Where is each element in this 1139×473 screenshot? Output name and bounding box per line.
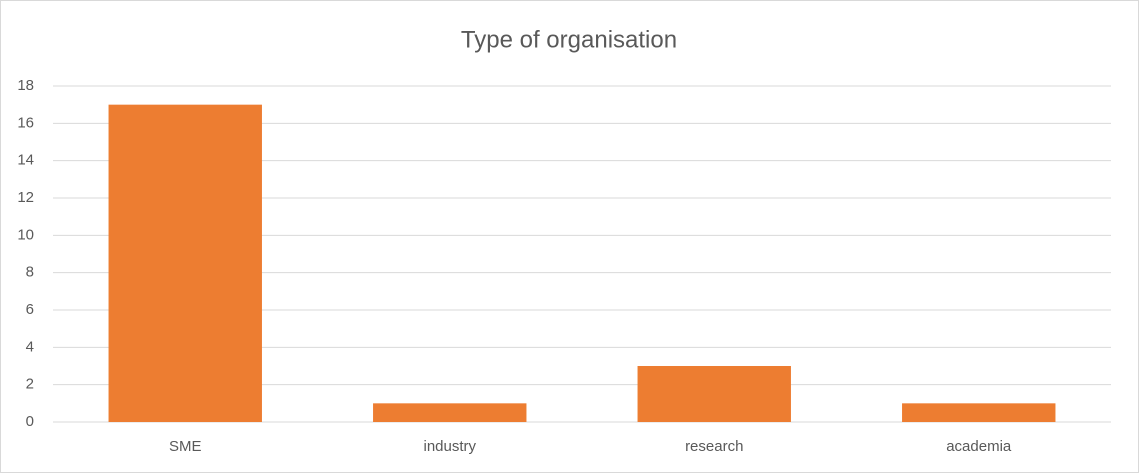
x-tick-label: academia: [946, 438, 1012, 455]
bar: [637, 366, 791, 422]
y-tick-label: 18: [17, 77, 34, 94]
y-tick-label: 0: [26, 413, 34, 430]
x-tick-label: industry: [423, 438, 476, 455]
y-tick-label: 12: [17, 189, 34, 206]
x-tick-label: SME: [169, 438, 202, 455]
y-tick-label: 6: [26, 301, 34, 318]
y-tick-label: 14: [17, 152, 34, 169]
y-tick-label: 4: [26, 338, 34, 355]
x-tick-label: research: [685, 438, 743, 455]
y-tick-label: 10: [17, 226, 34, 243]
chart-title: Type of organisation: [461, 26, 677, 53]
bar: [373, 403, 527, 422]
y-tick-label: 16: [17, 114, 34, 131]
y-tick-label: 8: [26, 264, 34, 281]
bar: [108, 104, 262, 423]
bar: [902, 403, 1056, 422]
y-tick-label: 2: [26, 376, 34, 393]
